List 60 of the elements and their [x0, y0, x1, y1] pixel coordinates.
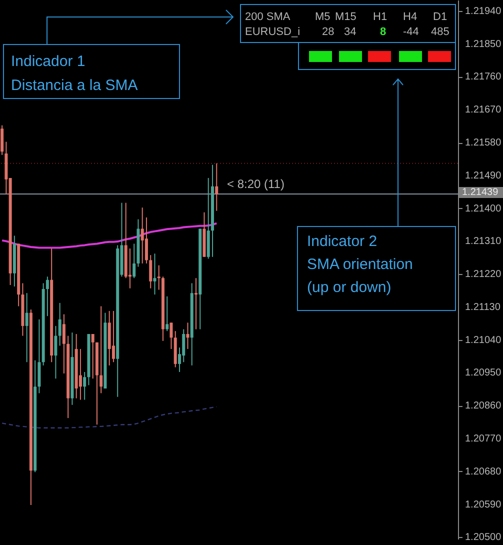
candlestick — [153, 253, 156, 296]
annotation: 34 — [344, 26, 356, 38]
ref-line-label: 1.21439 — [459, 187, 503, 198]
candlestick — [46, 276, 49, 317]
y-tick-label: 1.21490 — [465, 170, 502, 182]
annotation: Indicador 1 — [11, 53, 86, 70]
candlestick — [100, 306, 103, 394]
candlestick — [62, 314, 66, 374]
y-tick-label: 1.21130 — [465, 302, 501, 313]
candlestick — [149, 254, 152, 289]
y-tick-label: 1.21310 — [465, 236, 502, 248]
annotation: Indicator 2 — [307, 233, 378, 250]
annotation: 485 — [431, 26, 450, 38]
line-series — [1, 222, 218, 249]
candlestick — [182, 328, 186, 363]
candlestick — [0, 124, 4, 156]
y-tick-label: 1.20590 — [465, 499, 502, 510]
candlestick — [83, 372, 86, 400]
annotation: -44 — [403, 26, 419, 38]
y-tick-label: 1.21400 — [465, 203, 502, 214]
candlestick — [132, 243, 136, 279]
annotation: D1 — [433, 11, 448, 23]
y-tick-label: 1.21760 — [465, 72, 502, 83]
annotation: < 8:20 (11) — [227, 177, 284, 191]
candlestick — [157, 264, 160, 290]
annotation: EURUSD_i — [245, 26, 300, 38]
y-tick-label: 1.20500 — [465, 532, 502, 544]
candlestick — [170, 322, 173, 350]
annotation: H1 — [373, 11, 388, 23]
candlestick — [186, 322, 190, 350]
candlestick — [78, 348, 82, 400]
y-tick-label: 1.20680 — [465, 466, 502, 478]
annotation: H4 — [403, 11, 418, 23]
candlestick — [91, 333, 94, 380]
candlestick — [140, 207, 144, 264]
candlestick — [166, 296, 169, 332]
candlestick — [215, 162, 218, 212]
y-tick-label: 1.21940 — [465, 6, 502, 17]
annotation: 28 — [322, 26, 334, 38]
y-tick-label: 1.21580 — [465, 138, 502, 149]
annotation: (up or down) — [307, 279, 392, 296]
y-tick-label: 1.20860 — [465, 400, 502, 412]
annotation: M5 — [315, 11, 330, 23]
candlestick — [54, 325, 58, 380]
annotation: M15 — [335, 11, 356, 23]
annotation: 200 SMA — [245, 11, 290, 23]
y-tick-label: 1.20770 — [465, 434, 502, 445]
y-tick-label: 1.21850 — [465, 38, 502, 50]
annotation: Distancia a la SMA — [11, 77, 138, 94]
candlestick — [194, 278, 198, 330]
y-tick-label: 1.21670 — [465, 104, 502, 116]
y-tick-label: 1.21040 — [465, 334, 502, 346]
annotation: SMA orientation — [307, 256, 413, 273]
y-tick-label: 1.20950 — [465, 368, 502, 379]
candlestick — [112, 310, 115, 363]
candlestick — [58, 302, 62, 346]
y-tick-label: 1.21220 — [465, 269, 502, 280]
candlestick — [25, 292, 28, 363]
candlestick — [144, 216, 148, 264]
annotation: 8 — [380, 26, 386, 38]
